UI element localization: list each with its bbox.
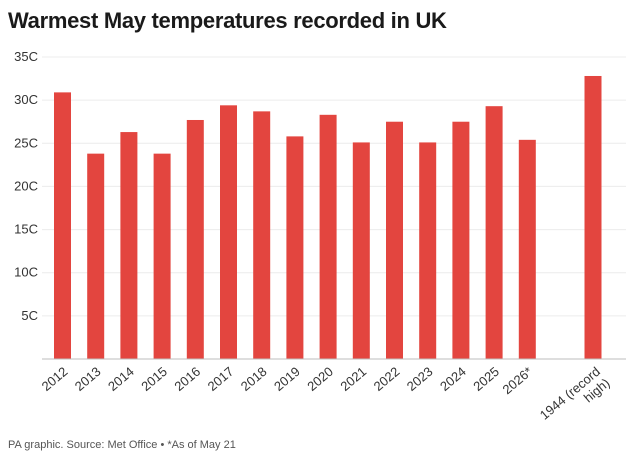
x-tick-label: 2014 [105, 364, 137, 394]
chart-title: Warmest May temperatures recorded in UK [8, 8, 447, 33]
y-tick-label: 30C [14, 92, 38, 107]
bar-2024 [452, 121, 470, 359]
x-tick-label: 2017 [205, 364, 237, 394]
bar-2019 [286, 136, 304, 359]
x-tick-label: 2016 [171, 364, 203, 394]
bar-2023 [419, 142, 437, 359]
x-tick-label: 2015 [138, 364, 170, 394]
x-tick-label: 2026* [500, 364, 536, 397]
bar-2012 [54, 92, 71, 360]
bar-2021 [352, 142, 370, 359]
bar-2025 [485, 106, 503, 359]
bar-2015 [153, 153, 171, 359]
bar-2013 [87, 153, 105, 359]
x-tick-label: 2012 [39, 364, 71, 394]
y-tick-label: 35C [14, 49, 38, 64]
bar-2020 [319, 114, 337, 359]
x-tick-label: 2025 [470, 364, 502, 394]
bar-2016 [186, 119, 204, 359]
bar-2017 [220, 105, 237, 359]
y-tick-label: 5C [21, 308, 38, 323]
bar-2026 [518, 139, 536, 359]
x-tick-label: 2022 [371, 364, 403, 394]
x-tick-label: 2020 [304, 364, 336, 394]
x-tick-label: 2023 [404, 364, 436, 394]
bar-1944-record-high [584, 75, 602, 360]
x-tick-label: 2013 [72, 364, 104, 394]
bar-2018 [253, 111, 271, 359]
x-tick-label: 2024 [437, 364, 469, 394]
x-tick-label: 2019 [271, 364, 303, 394]
y-tick-label: 25C [14, 135, 38, 150]
x-tick-label: 2018 [238, 364, 270, 394]
y-axis-tick-labels: 5C 10C 15C 20C 25C 30C 35C [14, 49, 38, 323]
bars [54, 75, 602, 360]
source-credit: PA graphic. Source: Met Office • *As of … [8, 439, 236, 451]
x-tick-label: 1944 (recordhigh) [537, 364, 613, 434]
x-tick-label: 2021 [337, 364, 369, 394]
y-tick-label: 20C [14, 178, 38, 193]
bar-2014 [120, 132, 138, 359]
y-tick-label: 10C [14, 265, 38, 280]
x-axis-category-labels: 2012 2013 2014 2015 2016 2017 2018 2019 2020 2021… [39, 364, 613, 434]
y-tick-label: 15C [14, 222, 38, 237]
bar-2022 [386, 121, 403, 359]
